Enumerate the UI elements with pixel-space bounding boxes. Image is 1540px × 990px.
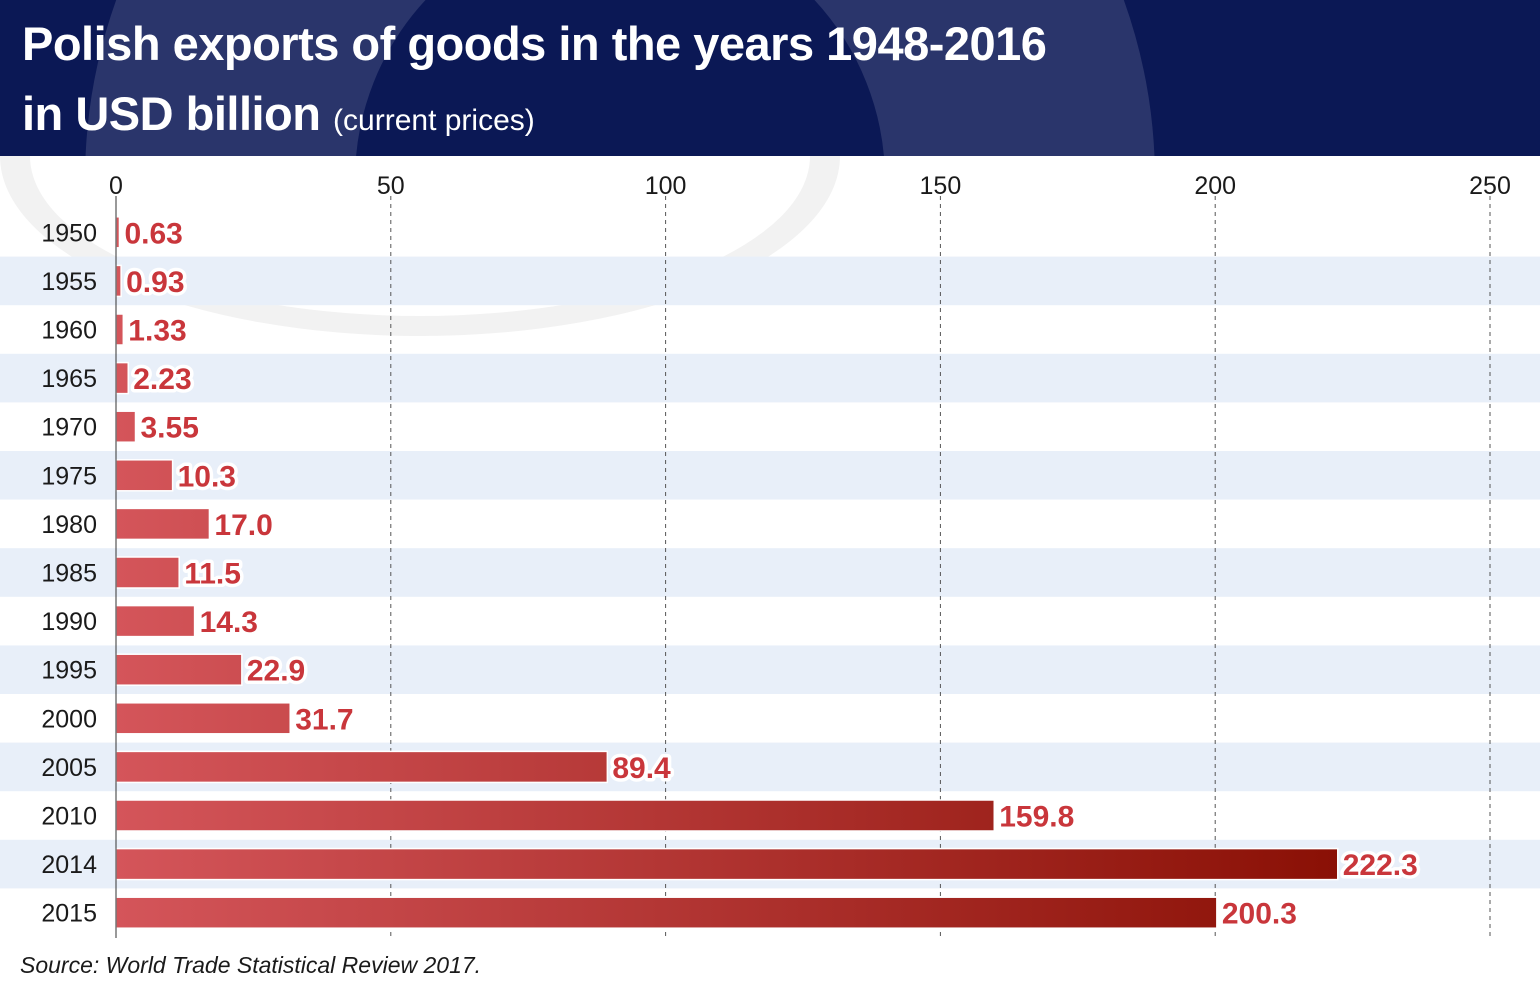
- bar: [115, 750, 609, 784]
- row-band: [0, 451, 1540, 500]
- category-label: 1980: [41, 511, 97, 539]
- bar: [115, 313, 125, 346]
- data-label: 159.8: [999, 801, 1074, 834]
- bar-chart: 0 50 100 150 200 250 1950 1955 1960 1965 1970 1975…: [0, 156, 1540, 938]
- bar: [115, 653, 243, 686]
- category-label: 1955: [41, 268, 97, 296]
- category-label: 1985: [41, 560, 97, 588]
- x-tick-label: 0: [109, 172, 123, 200]
- category-label: 2000: [41, 705, 97, 733]
- data-label: 89.4: [612, 752, 671, 785]
- data-label: 0.93: [126, 266, 184, 299]
- category-label: 1975: [41, 462, 97, 490]
- x-axis-ticks: 0 50 100 150 200 250: [109, 172, 1511, 200]
- bar: [115, 216, 121, 249]
- bar: [115, 361, 130, 395]
- x-tick-label: 250: [1469, 172, 1511, 200]
- bar: [115, 507, 211, 541]
- category-label: 1970: [41, 414, 97, 442]
- bar: [115, 264, 122, 298]
- bar: [115, 604, 196, 638]
- bar: [115, 847, 1339, 881]
- source-note: Source: World Trade Statistical Review 2…: [20, 952, 482, 978]
- category-label: 1990: [41, 608, 97, 636]
- chart-title-line2: in USD billion (current prices): [22, 86, 535, 149]
- chart-title: Polish exports of goods in the years 194…: [22, 17, 1047, 70]
- chart-subtitle: (current prices): [333, 104, 535, 137]
- data-label: 14.3: [200, 606, 258, 639]
- data-label: 222.3: [1343, 849, 1418, 882]
- data-label: 3.55: [141, 412, 199, 445]
- data-label: 200.3: [1222, 898, 1297, 931]
- row-band: [0, 645, 1540, 694]
- category-labels: 1950 1955 1960 1965 1970 1975 1980 1985 1990 1995…: [41, 219, 97, 927]
- data-labels: 0.63 0.93 1.33 2.23 3.55 10.3 17.0 11.5 14.3 22.9…: [121, 214, 1421, 934]
- x-tick-label: 200: [1194, 172, 1236, 200]
- bar: [115, 799, 996, 832]
- x-tick-label: 100: [645, 172, 687, 200]
- bar: [115, 459, 174, 492]
- chart-title-units: in USD billion: [22, 87, 321, 140]
- category-label: 1995: [41, 657, 97, 685]
- row-band: [0, 548, 1540, 597]
- category-label: 2015: [41, 900, 97, 928]
- category-label: 2005: [41, 754, 97, 782]
- data-label: 11.5: [184, 558, 241, 591]
- category-label: 2010: [41, 803, 97, 831]
- x-tick-label: 50: [377, 172, 405, 200]
- data-label: 2.23: [133, 363, 191, 396]
- x-tick-label: 150: [920, 172, 962, 200]
- data-label: 10.3: [178, 460, 236, 493]
- category-label: 2014: [41, 851, 97, 879]
- bar: [115, 410, 137, 443]
- data-label: 0.63: [124, 217, 182, 250]
- bar: [115, 896, 1218, 929]
- row-band: [0, 256, 1540, 306]
- category-label: 1965: [41, 365, 97, 393]
- category-label: 1950: [41, 219, 97, 247]
- data-label: 1.33: [128, 315, 186, 348]
- row-band: [0, 353, 1540, 403]
- chart-header: Polish exports of goods in the years 194…: [0, 0, 1540, 156]
- data-label: 17.0: [214, 509, 272, 542]
- data-label: 31.7: [295, 703, 353, 736]
- bars: [115, 216, 1339, 929]
- bar: [115, 556, 180, 589]
- category-label: 1960: [41, 317, 97, 345]
- data-label: 22.9: [247, 655, 305, 688]
- bar: [115, 702, 291, 735]
